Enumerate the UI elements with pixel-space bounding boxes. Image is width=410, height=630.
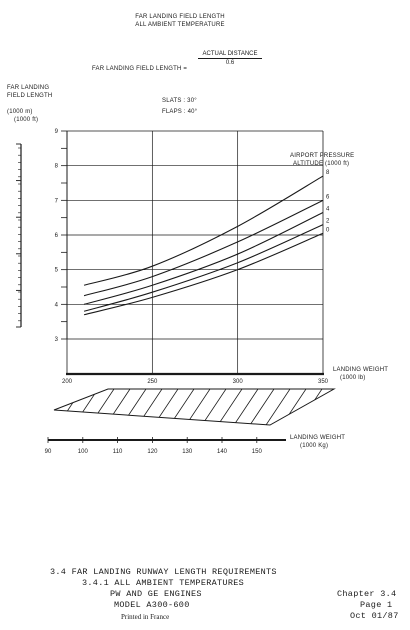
y-tick-label-4: 4	[55, 302, 59, 308]
chart-title-line1: FAR LANDING FIELD LENGTH	[135, 14, 225, 20]
series-line-alt-4	[83, 211, 324, 305]
x-axis-label-line2: (1000 lb)	[340, 375, 366, 381]
series-label-alt-6: 6	[326, 194, 330, 200]
hatch-line	[151, 389, 181, 425]
series-label-alt-4: 4	[326, 206, 330, 212]
condition-flaps: FLAPS : 40°	[162, 109, 198, 115]
legend-title-line2: ALTITUDE (1000 ft)	[293, 161, 350, 167]
series-line-alt-0	[83, 232, 324, 316]
hatch-line	[167, 389, 197, 425]
hatch-line	[71, 389, 101, 425]
hatch-line	[215, 389, 245, 425]
formula-fraction: ACTUAL DISTANCE 0.6	[198, 51, 262, 66]
footer-model: MODEL A300-600	[114, 600, 190, 610]
x-tick-label-350: 350	[318, 379, 329, 385]
kg-tick-label-100: 100	[78, 449, 89, 455]
printed-in-france: Printed in France	[121, 613, 170, 621]
footer-subsection-title: 3.4.1 ALL AMBIENT TEMPERATURES	[82, 578, 245, 588]
kg-tick-label-110: 110	[113, 449, 123, 455]
hatch-line	[327, 389, 334, 425]
y-axis-label-line1: FAR LANDING	[7, 85, 50, 91]
y-tick-label-8: 8	[55, 164, 59, 170]
x-axis-label-line1: LANDING WEIGHT	[333, 367, 389, 373]
y-tick-label-9: 9	[55, 129, 59, 135]
conversion-band-outline	[53, 388, 336, 426]
series-line-alt-6	[83, 199, 324, 297]
series-label-alt-2: 2	[326, 219, 330, 225]
hatch-line	[247, 389, 277, 425]
hatch-line	[54, 389, 69, 425]
kg-tick-label-150: 150	[252, 449, 263, 455]
y-tick-label-3: 3	[55, 337, 59, 343]
hatch-line	[231, 389, 261, 425]
hatch-line	[87, 389, 117, 425]
kg-tick-label-120: 120	[147, 449, 158, 455]
conversion-band	[53, 386, 372, 428]
hatch-line	[263, 389, 293, 425]
x-tick-label-200: 200	[62, 379, 73, 385]
kg-axis-label-line1: LANDING WEIGHT	[290, 435, 346, 441]
hatch-line	[135, 389, 165, 425]
formula-label: FAR LANDING FIELD LENGTH =	[92, 66, 188, 72]
y-axis-label-line2: FIELD LENGTH	[7, 93, 53, 99]
chart-title-line2: ALL AMBIENT TEMPERATURE	[135, 22, 225, 28]
hatch-line	[295, 389, 325, 425]
tick-layer: 3 4 5 6 7 8 9 200 250 300 350	[16, 129, 329, 385]
grid-layer	[67, 130, 323, 374]
series-label-alt-0: 0	[326, 227, 330, 233]
y-tick-label-5: 5	[55, 268, 59, 274]
legend-title-line1: AIRPORT PRESSURE	[290, 153, 355, 159]
hatch-line	[279, 389, 309, 425]
y-axis-unit-m: (1000 m)	[7, 109, 33, 115]
kg-axis-label-line2: (1000 Kg)	[300, 443, 329, 449]
formula-numerator: ACTUAL DISTANCE	[198, 51, 262, 59]
series-line-alt-2	[83, 224, 324, 312]
kg-scale: 90 100 110 120 130 140 150	[45, 437, 286, 455]
formula-denominator: 0.6	[225, 60, 235, 66]
x-tick-label-300: 300	[233, 379, 244, 385]
series-label-alt-8: 8	[326, 170, 330, 176]
footer-chapter: Chapter 3.4	[337, 589, 397, 599]
kg-tick-label-90: 90	[45, 449, 52, 455]
hatch-line	[103, 389, 133, 425]
footer-section-title: 3.4 FAR LANDING RUNWAY LENGTH REQUIREMEN…	[50, 567, 277, 577]
y-tick-label-6: 6	[55, 233, 59, 239]
footer-date: Oct 01/87	[350, 611, 399, 621]
footer-engines: PW AND GE ENGINES	[110, 589, 202, 599]
series-layer: 8 6 4 2 0	[83, 170, 330, 316]
condition-slats: SLATS : 30°	[162, 98, 197, 104]
hatch-line	[119, 389, 149, 425]
y-tick-label-7: 7	[55, 198, 59, 204]
hatch-line	[311, 389, 334, 425]
conversion-band-hatching	[54, 386, 372, 428]
footer-page: Page 1	[360, 600, 393, 610]
series-line-alt-8	[83, 175, 324, 286]
axes-layer	[66, 131, 324, 376]
hatch-line	[55, 389, 85, 425]
kg-tick-label-130: 130	[182, 449, 193, 455]
hatch-line	[183, 389, 213, 425]
y-axis-unit-ft: (1000 ft)	[14, 117, 39, 123]
hatch-line	[344, 386, 372, 428]
kg-tick-label-140: 140	[217, 449, 228, 455]
x-tick-label-250: 250	[147, 379, 158, 385]
